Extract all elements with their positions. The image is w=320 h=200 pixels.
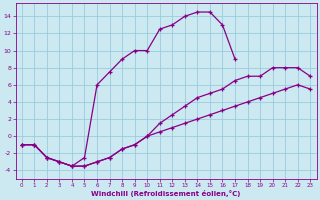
X-axis label: Windchill (Refroidissement éolien,°C): Windchill (Refroidissement éolien,°C) xyxy=(91,190,241,197)
